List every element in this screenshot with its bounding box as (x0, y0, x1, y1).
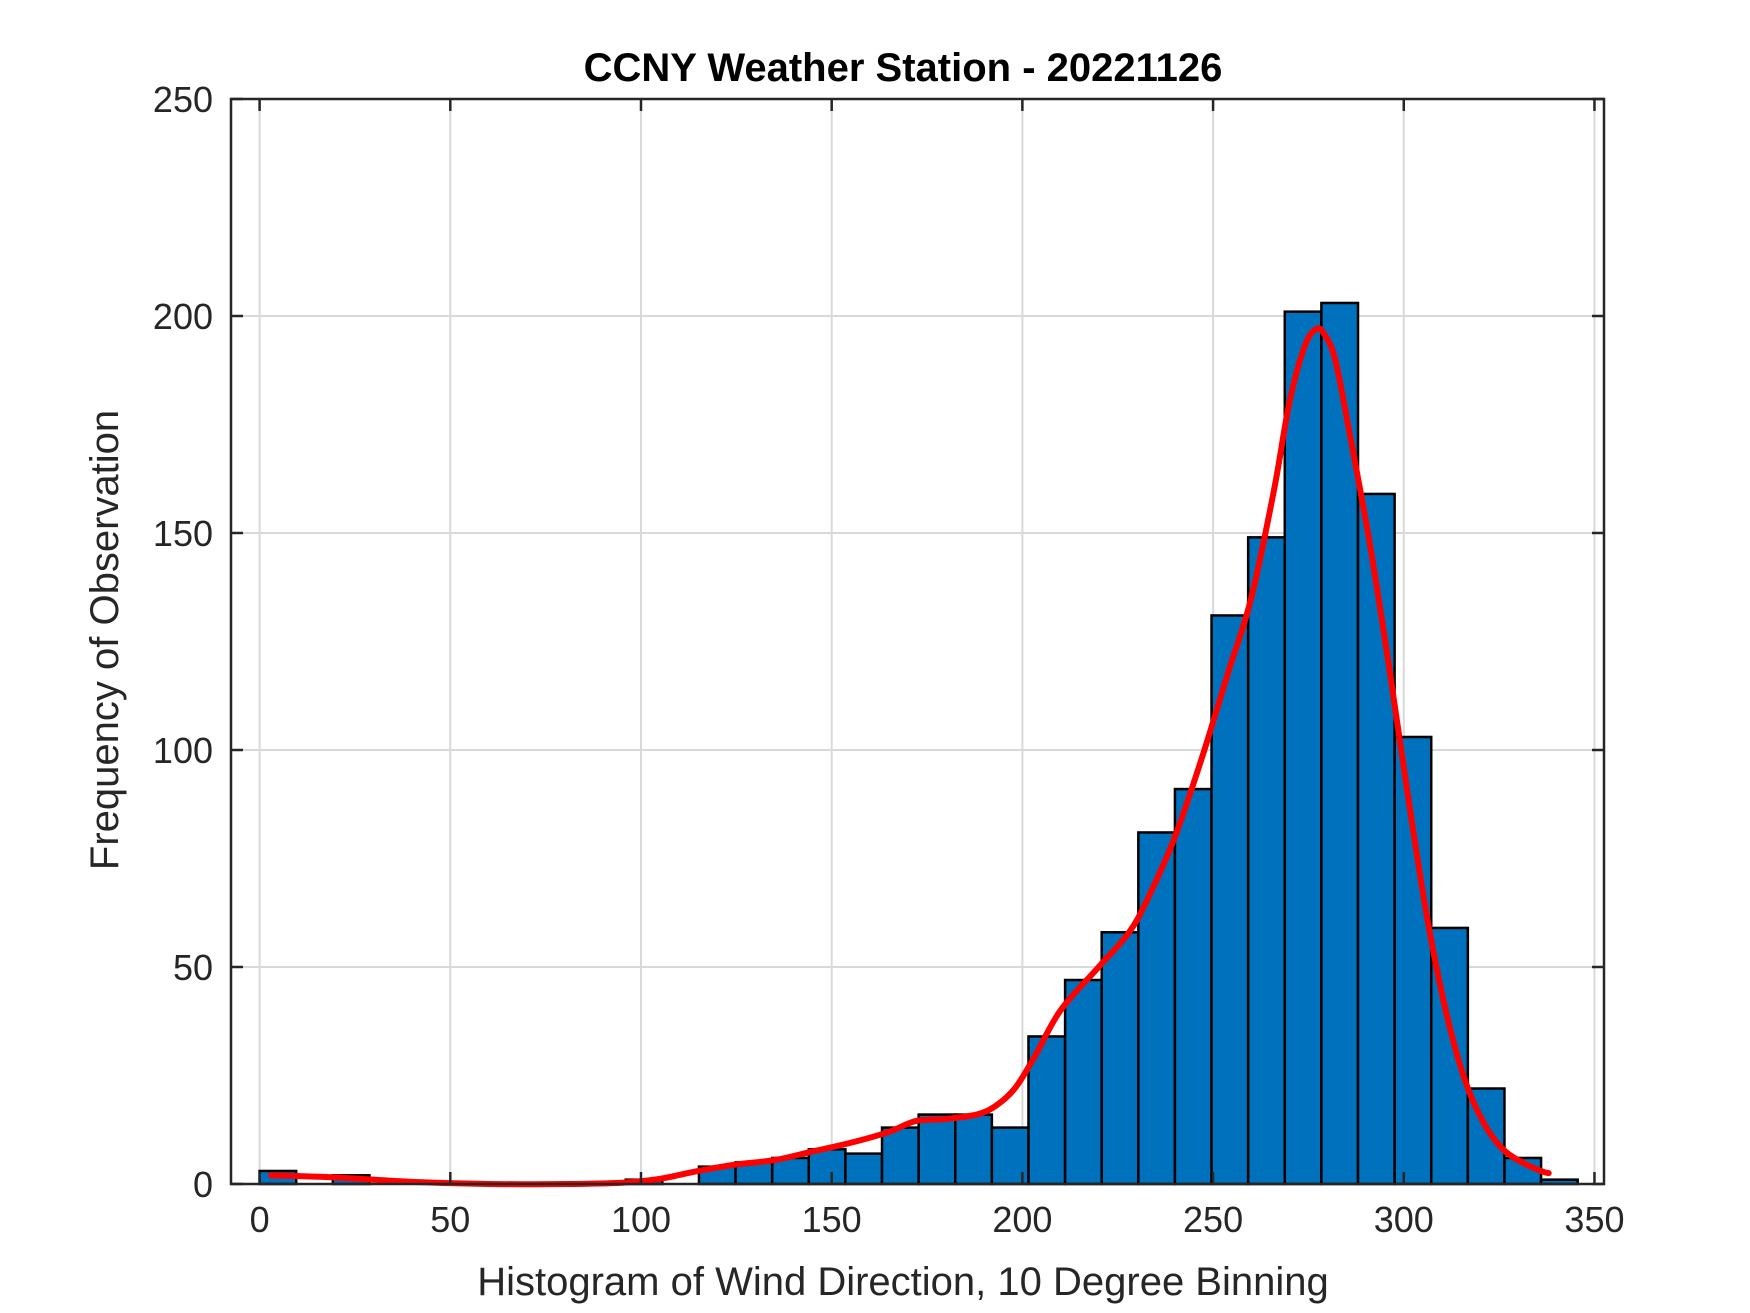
histogram-bar (1100, 931, 1140, 1186)
histogram-bars (258, 301, 1579, 1186)
x-tick-label: 100 (611, 1199, 671, 1240)
y-tick-label: 200 (153, 296, 213, 337)
x-tick-label: 350 (1564, 1199, 1624, 1240)
y-tick-labels: 0 50 100 150 200 250 (153, 79, 213, 1205)
y-tick-label: 250 (153, 79, 213, 120)
histogram-bar (1063, 978, 1103, 1186)
histogram-bar (1173, 787, 1213, 1186)
y-axis-label: Frequency of Observation (83, 410, 127, 870)
x-tick-label: 250 (1183, 1199, 1243, 1240)
histogram-bar (1283, 310, 1323, 1186)
y-tick-label: 50 (173, 947, 213, 988)
fit-curve (268, 325, 1552, 1188)
histogram-bar (917, 1113, 957, 1186)
chart-title: CCNY Weather Station - 20221126 (584, 46, 1223, 90)
histogram-bar (1246, 536, 1287, 1186)
histogram-bar (1393, 735, 1433, 1186)
axes-box (229, 97, 1606, 1186)
y-tick-label: 0 (193, 1164, 213, 1205)
y-tick-label: 100 (153, 730, 213, 771)
histogram-bar (1356, 492, 1396, 1186)
plot-box (229, 97, 1606, 1186)
x-tick-labels: 0 50 100 150 200 250 300 350 (250, 1199, 1625, 1240)
x-tick-label: 0 (250, 1199, 270, 1240)
x-tick-label: 150 (802, 1199, 862, 1240)
x-tick-label: 200 (992, 1199, 1052, 1240)
x-tick-label: 50 (430, 1199, 470, 1240)
y-tick-label: 150 (153, 513, 213, 554)
histogram-bar (807, 1148, 847, 1186)
histogram-bar (954, 1113, 994, 1186)
x-tick-label: 300 (1374, 1199, 1434, 1240)
x-axis-label: Histogram of Wind Direction, 10 Degree B… (477, 1260, 1329, 1304)
fit-curve-layer (268, 325, 1552, 1188)
histogram-bar (880, 1126, 920, 1186)
histogram-bar (844, 1152, 884, 1186)
